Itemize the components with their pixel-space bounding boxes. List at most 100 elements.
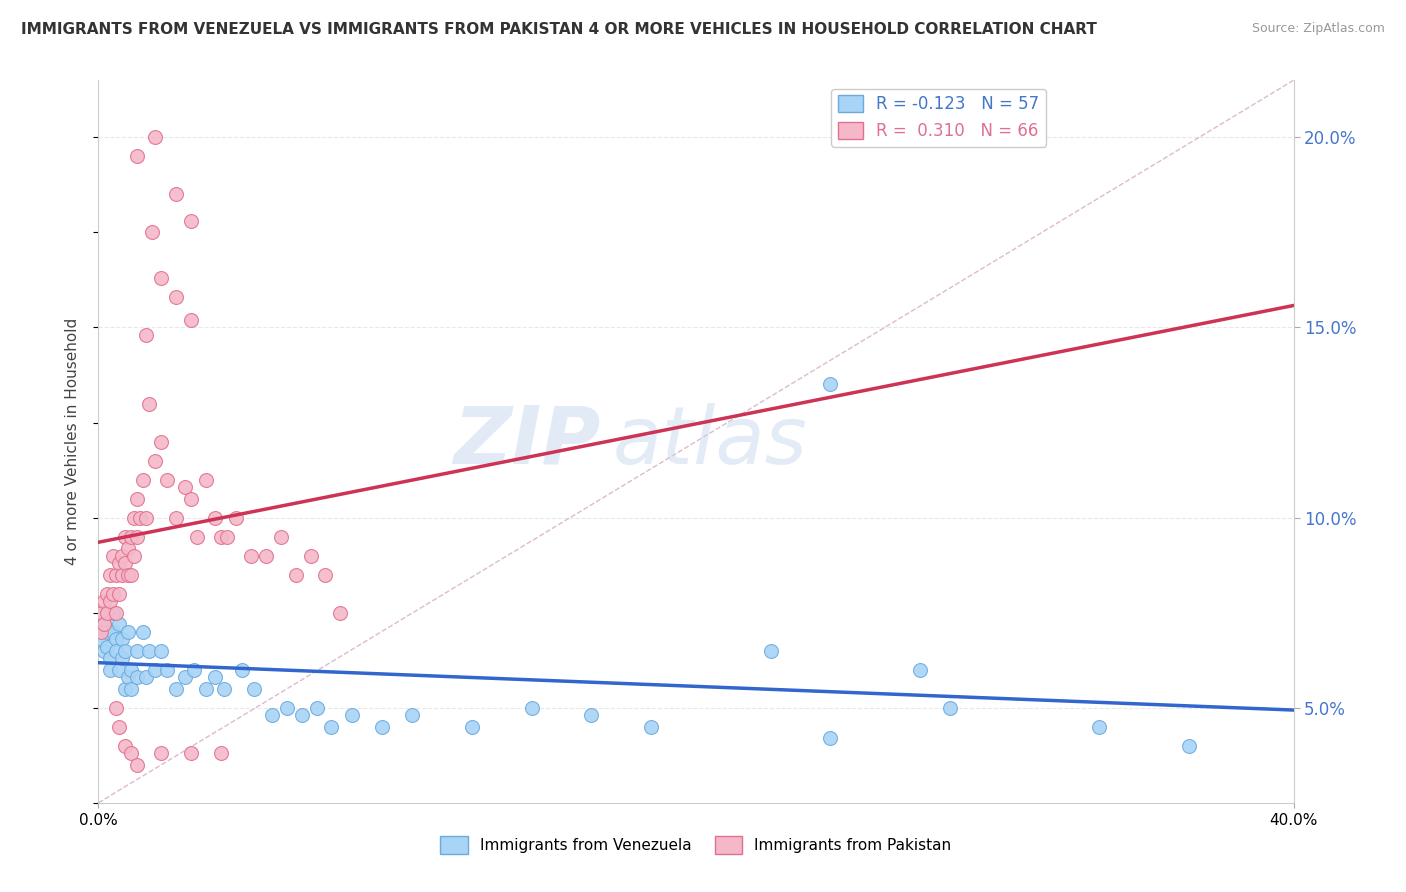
Point <box>908 663 931 677</box>
Point <box>371 720 394 734</box>
Point <box>117 541 139 555</box>
Point <box>90 606 112 620</box>
Point <box>231 663 253 677</box>
Point <box>135 510 157 524</box>
Point <box>117 567 139 582</box>
Point <box>111 632 134 647</box>
Point <box>143 453 166 467</box>
Point <box>117 670 139 684</box>
Point <box>239 549 262 563</box>
Point <box>98 567 122 582</box>
Point <box>103 624 125 639</box>
Point <box>195 681 218 696</box>
Point <box>165 187 187 202</box>
Point <box>305 700 328 714</box>
Point <box>127 491 149 506</box>
Point <box>108 720 131 734</box>
Point <box>260 708 283 723</box>
Point <box>156 473 179 487</box>
Point <box>1178 739 1201 753</box>
Point <box>111 549 134 563</box>
Point <box>132 624 155 639</box>
Point <box>138 643 160 657</box>
Point <box>111 567 134 582</box>
Point <box>135 670 157 684</box>
Point <box>939 700 962 714</box>
Point <box>114 530 136 544</box>
Point <box>108 617 131 632</box>
Point <box>103 549 125 563</box>
Point <box>143 130 166 145</box>
Point <box>180 491 202 506</box>
Y-axis label: 4 or more Vehicles in Household: 4 or more Vehicles in Household <box>65 318 80 566</box>
Point <box>114 681 136 696</box>
Point <box>90 624 112 639</box>
Point <box>96 606 118 620</box>
Point <box>105 700 128 714</box>
Point <box>93 594 115 608</box>
Point <box>180 214 202 228</box>
Point <box>150 747 173 761</box>
Point <box>135 328 157 343</box>
Point <box>90 606 112 620</box>
Point <box>183 663 205 677</box>
Point <box>150 434 173 449</box>
Point <box>270 530 292 544</box>
Point <box>129 510 152 524</box>
Text: IMMIGRANTS FROM VENEZUELA VS IMMIGRANTS FROM PAKISTAN 4 OR MORE VEHICLES IN HOUS: IMMIGRANTS FROM VENEZUELA VS IMMIGRANTS … <box>21 22 1097 37</box>
Point <box>120 663 142 677</box>
Point <box>138 396 160 410</box>
Point <box>209 530 232 544</box>
Point <box>105 606 128 620</box>
Point <box>174 670 197 684</box>
Point <box>120 747 142 761</box>
Point <box>93 617 115 632</box>
Point <box>124 549 146 563</box>
Point <box>120 681 142 696</box>
Point <box>103 587 125 601</box>
Point <box>96 640 118 654</box>
Point <box>114 739 136 753</box>
Point <box>180 747 202 761</box>
Point <box>165 681 187 696</box>
Point <box>820 377 842 392</box>
Point <box>520 700 543 714</box>
Point <box>90 632 112 647</box>
Point <box>1088 720 1111 734</box>
Point <box>108 556 131 570</box>
Point <box>204 510 226 524</box>
Point <box>315 567 337 582</box>
Point <box>209 747 232 761</box>
Point <box>105 643 128 657</box>
Point <box>401 708 423 723</box>
Point <box>180 313 202 327</box>
Point <box>254 549 277 563</box>
Point <box>127 670 149 684</box>
Point <box>276 700 298 714</box>
Point <box>114 556 136 570</box>
Point <box>640 720 662 734</box>
Text: atlas: atlas <box>613 402 807 481</box>
Point <box>165 510 187 524</box>
Point <box>98 651 122 665</box>
Point <box>581 708 603 723</box>
Point <box>820 731 842 746</box>
Point <box>461 720 484 734</box>
Point <box>165 290 187 304</box>
Point <box>243 681 266 696</box>
Point <box>215 530 238 544</box>
Point <box>156 663 179 677</box>
Point <box>759 643 782 657</box>
Point <box>103 606 125 620</box>
Point <box>195 473 218 487</box>
Point <box>291 708 314 723</box>
Point <box>141 226 163 240</box>
Point <box>342 708 364 723</box>
Point <box>299 549 322 563</box>
Point <box>108 663 131 677</box>
Point <box>114 643 136 657</box>
Point <box>96 587 118 601</box>
Point <box>98 594 122 608</box>
Point <box>127 757 149 772</box>
Point <box>127 530 149 544</box>
